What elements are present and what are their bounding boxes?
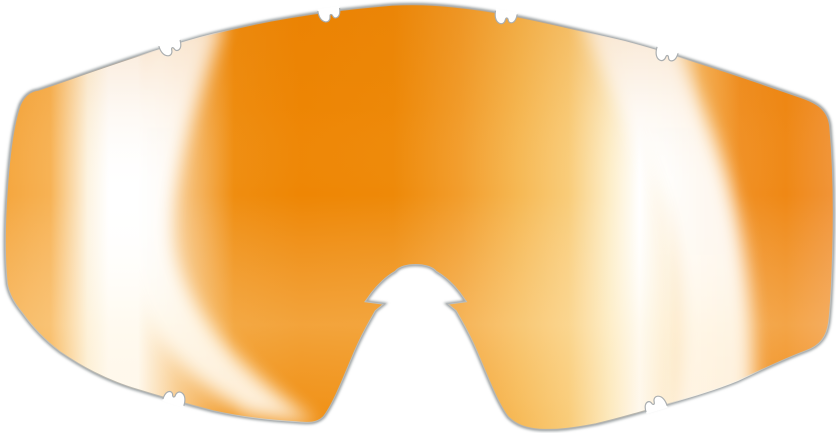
lens-shading-overlay <box>4 4 834 430</box>
